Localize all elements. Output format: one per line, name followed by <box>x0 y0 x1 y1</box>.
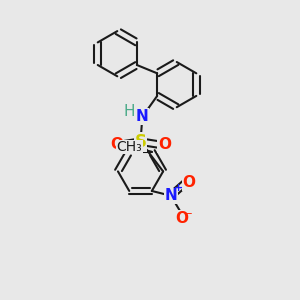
Text: O: O <box>110 137 123 152</box>
Text: O: O <box>182 175 195 190</box>
Text: H: H <box>124 104 135 119</box>
Text: N: N <box>164 188 177 203</box>
Text: O: O <box>158 137 171 152</box>
Text: +: + <box>174 183 183 193</box>
Text: ⁻: ⁻ <box>185 210 192 223</box>
Text: N: N <box>136 109 149 124</box>
Text: O: O <box>175 211 188 226</box>
Text: CH₃: CH₃ <box>116 140 142 154</box>
Text: S: S <box>134 133 146 151</box>
